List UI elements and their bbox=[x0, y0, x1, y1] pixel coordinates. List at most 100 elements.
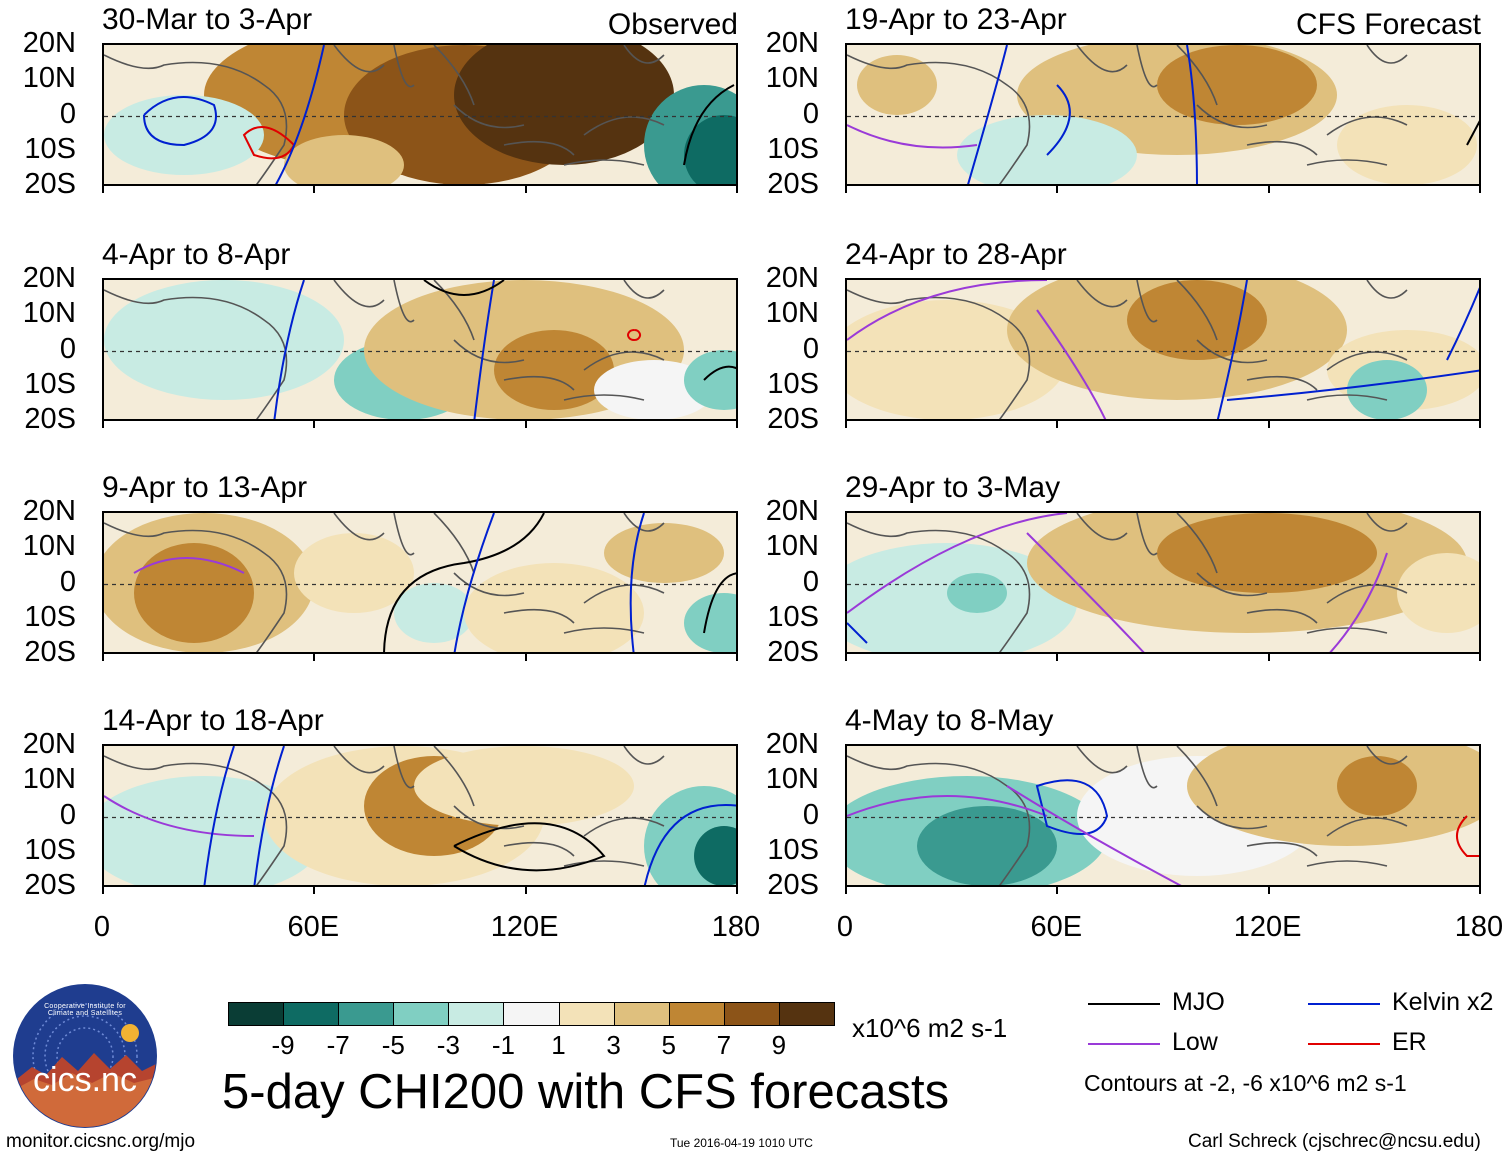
lat-label: 20S bbox=[767, 168, 819, 200]
wave-contour bbox=[1226, 369, 1479, 401]
lat-label: 10N bbox=[22, 62, 76, 95]
anomaly-region bbox=[104, 280, 344, 400]
chi200-map bbox=[102, 511, 738, 654]
lon-tick bbox=[736, 887, 738, 894]
legend-swatch bbox=[1088, 1043, 1160, 1045]
chi200-map bbox=[102, 744, 738, 887]
coastline bbox=[847, 45, 1408, 184]
anomaly-region bbox=[694, 826, 736, 885]
lat-label: 0 bbox=[59, 332, 76, 365]
colorbar-label: 9 bbox=[771, 1030, 787, 1060]
lon-tick bbox=[736, 186, 738, 193]
lat-label: 10S bbox=[24, 132, 76, 165]
colorbar-swatch bbox=[668, 1002, 725, 1026]
chi200-map bbox=[845, 744, 1481, 887]
colorbar-label: 3 bbox=[606, 1030, 621, 1060]
lat-label: 10N bbox=[22, 530, 76, 563]
anomaly-region bbox=[684, 350, 736, 410]
panel-title: 29-Apr to 3-May bbox=[845, 471, 1061, 504]
chi200-map bbox=[102, 43, 738, 186]
lon-tick bbox=[1056, 654, 1059, 661]
lat-label: 10S bbox=[24, 833, 76, 866]
colorbar-swatch bbox=[448, 1002, 505, 1026]
lon-tick bbox=[845, 421, 847, 428]
anomaly-region bbox=[917, 806, 1057, 885]
wave-contour bbox=[143, 96, 217, 147]
wave-contour bbox=[133, 557, 245, 574]
wave-contour bbox=[703, 365, 736, 381]
lon-tick bbox=[102, 887, 104, 894]
anomaly-region bbox=[947, 573, 1007, 613]
colorbar-swatch bbox=[723, 1002, 780, 1026]
wave-contour bbox=[253, 746, 285, 885]
lat-label: 10N bbox=[765, 530, 819, 563]
wave-contour bbox=[847, 622, 868, 644]
wave-contour bbox=[1046, 84, 1071, 156]
wave-contour bbox=[1035, 779, 1109, 835]
wave-contour bbox=[275, 45, 325, 184]
lat-label: 0 bbox=[802, 798, 819, 831]
anomaly-region bbox=[1127, 280, 1267, 360]
panel-title: 9-Apr to 13-Apr bbox=[102, 471, 308, 504]
lat-label: 10N bbox=[22, 297, 76, 330]
lon-tick bbox=[1056, 887, 1059, 894]
anomaly-region bbox=[1347, 360, 1427, 419]
lat-label: 0 bbox=[802, 565, 819, 598]
coastline bbox=[104, 746, 665, 885]
wave-contour bbox=[967, 45, 1008, 184]
colorbar-label: 1 bbox=[551, 1030, 566, 1060]
lat-label: 0 bbox=[59, 97, 76, 130]
footer-url[interactable]: monitor.cicsnc.org/mjo bbox=[6, 1131, 196, 1152]
lon-label: 120E bbox=[490, 911, 559, 943]
coastline bbox=[847, 746, 1408, 885]
chi200-map bbox=[845, 278, 1481, 421]
colorbar-label: 7 bbox=[716, 1030, 732, 1060]
lon-label: 120E bbox=[1233, 911, 1302, 943]
legend-swatch bbox=[1308, 1043, 1380, 1045]
lon-tick bbox=[524, 186, 527, 193]
wave-contour bbox=[1186, 45, 1198, 184]
legend: MJO Kelvin x2 Low ER Contours at -2, -6 x10^… bbox=[1080, 990, 1510, 1100]
wave-contour bbox=[423, 280, 505, 296]
legend-swatch bbox=[1308, 1003, 1380, 1005]
anomaly-region bbox=[1157, 45, 1317, 125]
wave-contour bbox=[1006, 785, 1182, 885]
anomaly-region bbox=[494, 330, 614, 410]
lon-label: 180 bbox=[1454, 911, 1504, 943]
anomaly-region bbox=[1337, 105, 1477, 184]
legend-label: MJO bbox=[1172, 988, 1225, 1016]
colorbar-label: -3 bbox=[436, 1030, 460, 1060]
anomaly-region bbox=[414, 746, 634, 826]
anomaly-region bbox=[604, 523, 724, 583]
panel-title: 30-Mar to 3-Apr bbox=[102, 3, 313, 36]
lat-label: 0 bbox=[59, 565, 76, 598]
lat-label: 20S bbox=[24, 636, 76, 668]
panel-title: 4-May to 8-May bbox=[845, 704, 1054, 737]
wave-contour bbox=[847, 513, 1068, 614]
anomaly-region bbox=[1157, 513, 1377, 593]
lon-tick bbox=[313, 421, 316, 428]
lon-tick bbox=[524, 654, 527, 661]
lon-tick bbox=[845, 654, 847, 661]
coastline bbox=[847, 280, 1408, 419]
lon-tick bbox=[845, 186, 847, 193]
panel-title: 14-Apr to 18-Apr bbox=[102, 704, 324, 737]
panel-source-tag: CFS Forecast bbox=[1295, 8, 1481, 41]
wave-contour bbox=[643, 804, 736, 885]
lon-tick bbox=[1479, 421, 1481, 428]
coastline bbox=[104, 513, 665, 652]
panel-title: 19-Apr to 23-Apr bbox=[845, 3, 1067, 36]
lat-label: 20N bbox=[765, 495, 819, 527]
wave-contour bbox=[703, 572, 736, 634]
lat-label: 10S bbox=[24, 367, 76, 400]
lat-label: 10S bbox=[767, 833, 819, 866]
colorbar-swatch bbox=[393, 1002, 450, 1026]
wave-contour bbox=[273, 280, 305, 419]
panel-source-tag: Observed bbox=[607, 8, 738, 41]
lon-tick bbox=[1267, 887, 1270, 894]
lon-label: 60E bbox=[287, 911, 340, 943]
legend-label: Kelvin x2 bbox=[1392, 988, 1494, 1016]
wave-contour bbox=[1446, 287, 1479, 361]
lat-label: 20N bbox=[22, 262, 76, 294]
wave-contour bbox=[1329, 552, 1388, 652]
